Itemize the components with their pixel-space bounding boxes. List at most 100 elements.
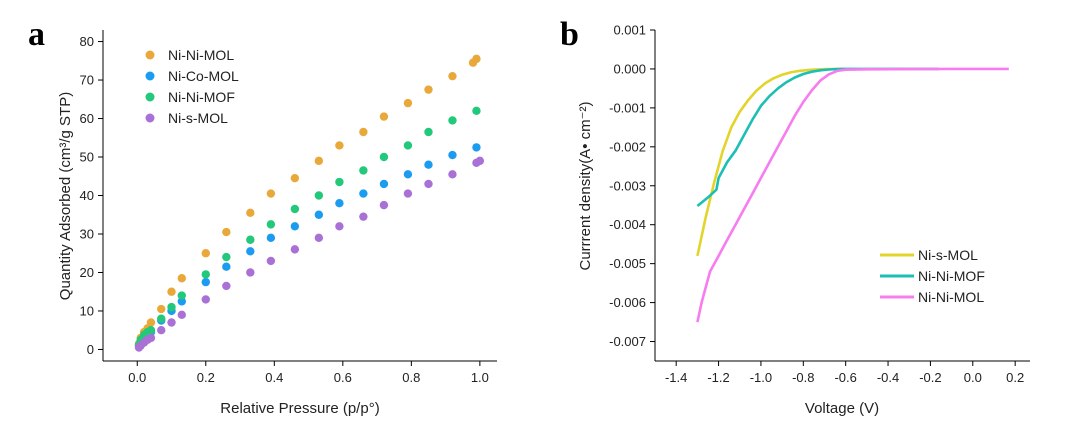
panel-a-x-tick-label: 1.0 <box>471 370 489 385</box>
data-point-ni-co-mol <box>359 189 368 198</box>
legend-marker-ni-co-mol <box>145 71 155 81</box>
panel-b-y-tick-label: -0.006 <box>609 295 646 310</box>
series-line-ni-ni-mof <box>696 67 939 208</box>
data-point-ni-s-mol <box>290 245 300 254</box>
panel-b-y-axis-title: Currrent density(A• cm⁻²) <box>577 101 594 270</box>
legend-label-ni-ni-mof: Ni-Ni-MOF <box>918 268 985 284</box>
panel-b-y-tick-label: 0.000 <box>613 61 646 76</box>
panel-b-x-tick-label: 0.2 <box>1006 370 1024 385</box>
panel-a-x-tick-label: 0.6 <box>334 370 352 385</box>
panel-b-y-ticks: 0.001 0.000 -0.001 -0.002 -0.003 -0.004 -0.005… <box>609 23 655 349</box>
data-point-ni-ni-mof <box>335 177 344 187</box>
data-point-ni-ni-mol <box>246 208 255 218</box>
data-point-ni-ni-mol <box>335 141 344 150</box>
panel-a-y-tick-label: 80 <box>80 34 94 49</box>
panel-b-y-tick-label: -0.005 <box>609 256 646 271</box>
data-point-ni-ni-mol <box>424 85 433 94</box>
data-point-ni-ni-mol <box>448 71 457 81</box>
panel-b-y-tick-label: -0.007 <box>609 334 646 349</box>
panel-a-legend: Ni-Ni-MOL Ni-Co-MOL Ni-Ni-MOF Ni-s-MOL <box>145 47 239 126</box>
series-ni-s-mol <box>134 156 485 352</box>
data-point-ni-ni-mol <box>201 249 210 258</box>
series-ni-ni-mof <box>134 106 481 350</box>
panel-b-y-tick-label: 0.001 <box>613 23 646 38</box>
panel-letter-b: b <box>560 16 579 53</box>
data-point-ni-ni-mol <box>177 274 186 283</box>
panel-a-y-tick-label: 10 <box>80 303 94 318</box>
panel-b-y-tick-label: -0.003 <box>609 178 646 193</box>
data-point-ni-s-mol <box>424 179 433 189</box>
data-point-ni-ni-mol <box>379 112 389 121</box>
panel-a-y-tick-label: 50 <box>80 150 94 165</box>
panel-b-x-ticks: -1.4 -1.2 -1.0 -0.8 -0.6 -0.4 -0.2 0.0 0.2 <box>665 361 1024 385</box>
panel-b-x-tick-label: -0.2 <box>919 370 941 385</box>
data-point-ni-co-mol <box>335 198 344 208</box>
data-point-ni-co-mol <box>424 160 433 169</box>
series-ni-co-mol <box>134 143 481 350</box>
data-point-ni-ni-mof <box>424 127 433 137</box>
panel-b-x-tick-label: 0.0 <box>964 370 982 385</box>
panel-a-y-tick-label: 70 <box>80 73 94 88</box>
data-point-ni-co-mol <box>177 297 186 306</box>
panel-b-x-tick-label: -1.4 <box>665 370 687 385</box>
data-point-ni-s-mol <box>335 222 344 231</box>
panel-b-x-tick-label: -1.2 <box>707 370 729 385</box>
panel-a-y-tick-label: 20 <box>80 265 94 280</box>
panel-a-y-tick-label: 60 <box>80 111 94 126</box>
series-line-ni-s-mol <box>696 67 846 257</box>
data-point-ni-ni-mof <box>266 220 276 229</box>
data-point-ni-co-mol <box>266 233 276 243</box>
data-point-ni-co-mol <box>379 179 389 189</box>
legend-label-ni-s-mol: Ni-s-MOL <box>168 110 228 126</box>
data-point-ni-s-mol <box>448 170 457 179</box>
data-point-ni-s-mol <box>146 333 156 343</box>
panel-a-x-tick-label: 0.2 <box>197 370 215 385</box>
panel-b-y-tick-label: -0.002 <box>609 139 646 154</box>
panel-a-y-tick-label: 40 <box>80 188 94 203</box>
data-point-ni-ni-mof <box>246 235 255 244</box>
panel-a-y-tick-label: 30 <box>80 226 94 241</box>
panel-b-x-tick-label: -1.0 <box>750 370 772 385</box>
panel-b-x-tick-label: -0.8 <box>792 370 814 385</box>
panel-b-x-axis-title: Voltage (V) <box>805 400 879 417</box>
data-point-ni-ni-mof <box>379 152 389 162</box>
data-point-ni-co-mol <box>472 143 481 152</box>
data-point-ni-co-mol <box>403 170 413 179</box>
data-point-ni-ni-mof <box>222 252 231 262</box>
panel-a-x-ticks: 0.0 0.2 0.4 0.6 0.8 1.0 <box>128 361 489 385</box>
panel-b-legend: Ni-s-MOL Ni-Ni-MOF Ni-Ni-MOL <box>880 247 985 305</box>
data-point-ni-co-mol <box>290 222 300 231</box>
data-point-ni-s-mol <box>359 212 368 221</box>
panel-a-y-tick-label: 0 <box>87 342 94 357</box>
data-point-ni-ni-mof <box>403 141 413 150</box>
data-point-ni-co-mol <box>448 150 457 160</box>
legend-label-ni-ni-mol: Ni-Ni-MOL <box>168 47 234 63</box>
data-point-ni-s-mol <box>403 189 413 198</box>
data-point-ni-ni-mol <box>222 227 231 237</box>
data-point-ni-ni-mof <box>157 314 166 323</box>
legend-label-ni-co-mol: Ni-Co-MOL <box>168 68 239 84</box>
panel-b-y-tick-label: -0.001 <box>609 100 646 115</box>
data-point-ni-co-mol <box>201 277 210 287</box>
data-point-ni-s-mol <box>266 256 276 266</box>
panel-a-data-points <box>134 54 485 352</box>
data-point-ni-ni-mof <box>201 270 210 279</box>
data-point-ni-s-mol <box>177 310 186 320</box>
data-point-ni-ni-mol <box>290 173 300 183</box>
panel-a-y-axis-title: Quantity Adsorbed (cm³/g STP) <box>57 92 74 300</box>
data-point-ni-ni-mol <box>266 189 276 198</box>
data-point-ni-s-mol <box>314 233 324 243</box>
data-point-ni-ni-mol <box>403 98 413 108</box>
data-point-ni-ni-mol <box>472 54 481 64</box>
data-point-ni-co-mol <box>222 262 231 271</box>
legend-marker-ni-ni-mof <box>145 92 155 102</box>
data-point-ni-ni-mol <box>359 127 368 137</box>
panel-a-x-tick-label: 0.8 <box>402 370 420 385</box>
data-point-ni-ni-mof <box>290 204 300 214</box>
data-point-ni-s-mol <box>475 156 485 166</box>
data-point-ni-s-mol <box>222 281 231 291</box>
data-point-ni-ni-mof <box>177 291 186 300</box>
legend-marker-ni-ni-mol <box>145 50 155 60</box>
panel-a-x-axis-title: Relative Pressure (p/p°) <box>220 400 379 417</box>
